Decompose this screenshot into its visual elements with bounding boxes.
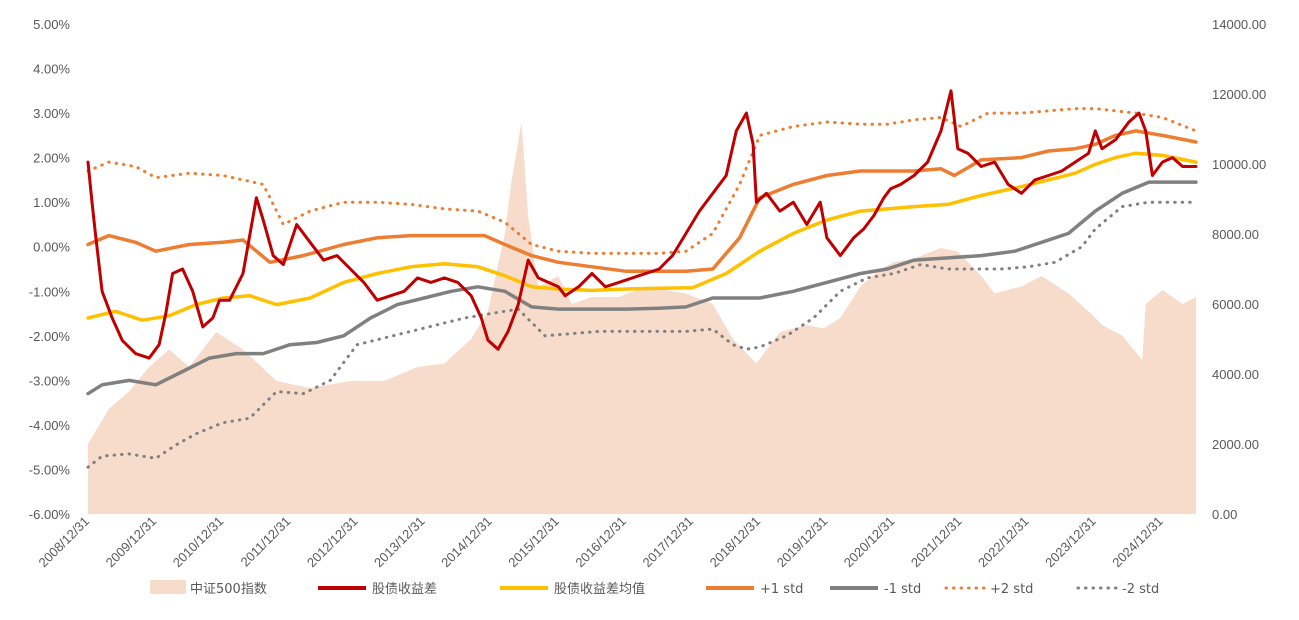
series-line-plus1std — [86, 129, 1198, 273]
legend-item-6: -2 std — [1076, 582, 1159, 597]
chart-legend: 中证500指数 股债收益差 股债收益差均值 +1 std -1 std +2 std -2 … — [150, 580, 1159, 597]
y-right-tick-label: 10000.00 — [1212, 157, 1266, 172]
y-left-tick-label: 3.00% — [33, 106, 70, 121]
legend-item-3: +1 std — [706, 582, 803, 597]
y-left-tick-label: 2.00% — [33, 151, 70, 166]
y-right-tick-label: 12000.00 — [1212, 87, 1266, 102]
y-right-tick-label: 2000.00 — [1212, 437, 1259, 452]
x-tick-label: 2010/12/31 — [170, 514, 227, 571]
x-tick-label: 2021/12/31 — [908, 514, 965, 571]
series-line-spread-mean — [86, 151, 1198, 322]
x-tick-label: 2015/12/31 — [505, 514, 562, 571]
x-tick-label: 2020/12/31 — [841, 514, 898, 571]
x-tick-label: 2016/12/31 — [572, 514, 629, 571]
x-tick-label: 2023/12/31 — [1042, 514, 1099, 571]
x-tick-label: 2017/12/31 — [639, 514, 696, 571]
legend-item-5: +2 std — [944, 582, 1033, 597]
x-tick-label: 2011/12/31 — [238, 514, 294, 570]
legend-item-4: -1 std — [830, 582, 921, 597]
legend-label: +1 std — [760, 582, 803, 597]
legend-label: 股债收益差均值 — [554, 581, 645, 597]
y-left-tick-label: 0.00% — [33, 240, 70, 255]
x-tick-label: 2014/12/31 — [438, 514, 495, 571]
series-line-minus1std — [86, 180, 1198, 396]
legend-label: 中证500指数 — [190, 582, 267, 597]
y-left-tick-label: 5.00% — [33, 17, 70, 32]
x-tick-label: 2022/12/31 — [975, 514, 1032, 571]
x-tick-label: 2013/12/31 — [371, 514, 428, 571]
series-dotted-plus2std — [86, 107, 1198, 255]
y-left-tick-label: -6.00% — [29, 507, 71, 522]
area-layer — [88, 122, 1196, 514]
y-left-tick-label: -3.00% — [29, 373, 71, 388]
y-left-tick-label: -2.00% — [29, 329, 71, 344]
legend-label: 股债收益差 — [372, 582, 437, 597]
x-tick-label: 2008/12/31 — [35, 514, 92, 571]
x-tick-label: 2012/12/31 — [304, 514, 361, 571]
line-layer — [86, 89, 1198, 469]
y-left-tick-label: -4.00% — [29, 418, 71, 433]
legend-label: -2 std — [1122, 582, 1159, 597]
y-left-tick-label: -5.00% — [29, 462, 71, 477]
legend-label: +2 std — [990, 582, 1033, 597]
y-right-tick-label: 4000.00 — [1212, 367, 1259, 382]
x-tick-label: 2018/12/31 — [707, 514, 764, 571]
legend-swatch — [150, 580, 186, 594]
y-left-tick-label: 4.00% — [33, 62, 70, 77]
series-area-index — [88, 122, 1196, 514]
legend-label: -1 std — [884, 582, 921, 597]
legend-item-1: 股债收益差 — [318, 582, 437, 597]
series-line-yield-spread — [86, 89, 1198, 360]
x-tick-label: 2024/12/31 — [1109, 514, 1166, 571]
legend-item-2: 股债收益差均值 — [500, 581, 645, 597]
y-right-tick-label: 8000.00 — [1212, 227, 1259, 242]
y-right-tick-label: 6000.00 — [1212, 297, 1259, 312]
y-left-tick-label: -1.00% — [29, 284, 71, 299]
x-tick-label: 2019/12/31 — [774, 514, 831, 571]
y-left-tick-label: 1.00% — [33, 195, 70, 210]
legend-item-0: 中证500指数 — [150, 580, 267, 597]
x-tick-label: 2009/12/31 — [103, 514, 160, 571]
series-dotted-minus2std — [86, 200, 1198, 469]
y-right-tick-label: 0.00 — [1212, 507, 1237, 522]
y-right-tick-label: 14000.00 — [1212, 17, 1266, 32]
